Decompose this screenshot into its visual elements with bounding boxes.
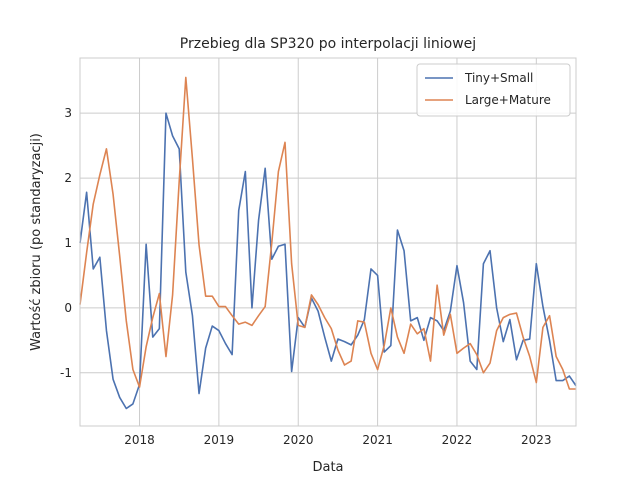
y-tick-labels: -1 0 1 2 3 [60,106,72,380]
x-tick-label: 2023 [521,433,552,447]
legend-box [416,63,571,117]
y-tick-label: 1 [64,236,72,250]
legend: Tiny+Small Large+Mature [416,63,571,117]
series-lines [79,76,577,410]
x-tick-label: 2021 [362,433,393,447]
chart-title: Przebieg dla SP320 po interpolacji linio… [180,36,476,52]
x-tick-labels: 2018 2019 2020 2021 2022 2023 [124,433,551,447]
y-tick-label: -1 [60,366,72,380]
y-tick-label: 3 [64,106,72,120]
x-tick-label: 2022 [442,433,473,447]
y-tick-label: 2 [64,171,72,185]
series-line-large-mature [79,76,576,390]
series-line-tiny-small [79,112,577,410]
legend-label-large-mature: Large+Mature [465,93,551,107]
x-tick-label: 2019 [204,433,235,447]
plot-frame [79,57,577,427]
legend-label-tiny-small: Tiny+Small [464,71,533,85]
x-tick-label: 2020 [283,433,314,447]
y-axis-title: Wartość zbioru (po standaryzacji) [29,133,44,351]
x-tick-label: 2018 [124,433,155,447]
x-axis-title: Data [312,460,343,475]
y-tick-label: 0 [64,301,72,315]
